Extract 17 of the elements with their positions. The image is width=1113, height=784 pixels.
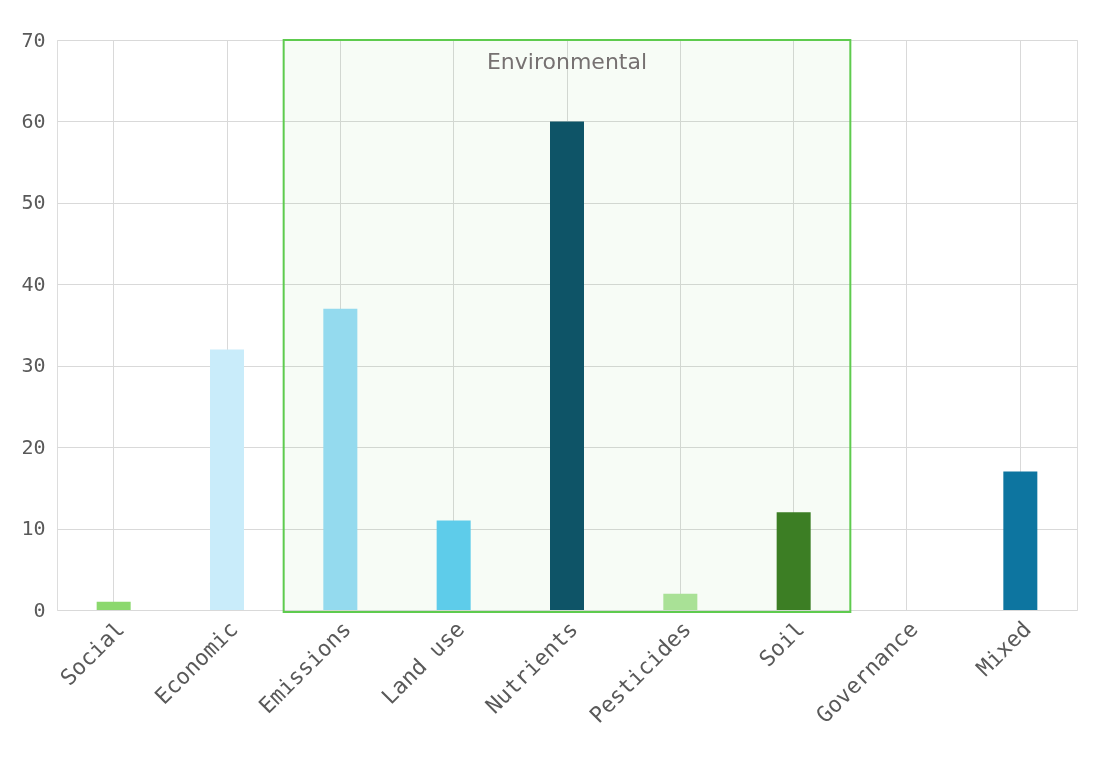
bar	[550, 121, 584, 610]
bar	[1003, 471, 1038, 610]
y-tick-label: 70	[21, 27, 46, 52]
bar	[210, 349, 244, 610]
y-tick-label: 40	[21, 271, 46, 296]
y-tick-label: 10	[21, 516, 46, 541]
y-tick-label: 30	[21, 353, 46, 378]
bar	[663, 593, 698, 610]
y-tick-label: 20	[21, 434, 46, 459]
bar	[776, 512, 811, 610]
y-tick-label: 0	[33, 597, 46, 622]
band-label: Environmental	[486, 49, 648, 74]
bar	[323, 308, 358, 610]
bar	[96, 601, 131, 610]
y-tick-label: 60	[21, 108, 46, 133]
bar	[436, 520, 471, 610]
y-tick-label: 50	[21, 190, 46, 215]
